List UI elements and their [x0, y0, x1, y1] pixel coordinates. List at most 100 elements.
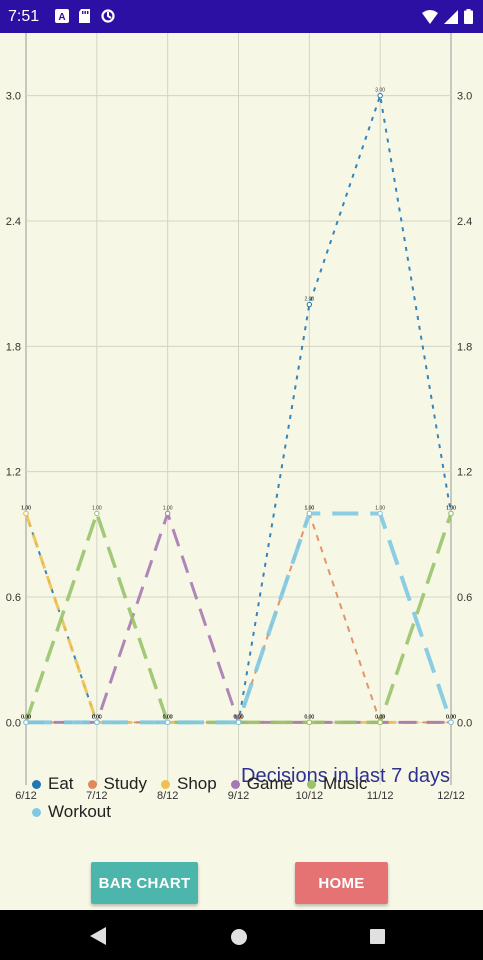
data-label: 1.00 [304, 505, 314, 511]
data-label: 0.00 [21, 714, 31, 720]
data-label: 1.00 [375, 505, 385, 511]
data-label: 1.00 [304, 505, 314, 511]
legend-swatch [87, 779, 97, 789]
data-label: 1.00 [163, 505, 173, 511]
data-point [377, 719, 383, 726]
data-label: 1.00 [21, 505, 31, 511]
data-point [94, 719, 100, 726]
data-label: 0.00 [92, 714, 102, 720]
home-button[interactable]: HOME [295, 862, 388, 904]
svg-text:A: A [58, 12, 65, 23]
x-tick-label: 11/12 [367, 790, 394, 802]
data-label: 0.00 [21, 714, 31, 720]
data-point [306, 301, 313, 308]
legend-swatch [230, 779, 240, 789]
legend-item-music: Music [307, 774, 367, 794]
x-tick-label: 6/12 [15, 790, 36, 802]
y-tick-label-left: 1.8 [6, 341, 21, 353]
data-label: 1.00 [446, 505, 456, 511]
data-point [94, 510, 100, 517]
back-icon[interactable] [90, 927, 106, 945]
legend-row: Workout [32, 798, 472, 826]
data-label: 0.00 [304, 714, 314, 720]
legend-swatch [161, 779, 171, 789]
data-label: 0.00 [234, 714, 244, 720]
data-label: 0.00 [92, 714, 102, 720]
data-label: 0.00 [163, 714, 173, 720]
data-label: 0.00 [21, 714, 31, 720]
y-tick-label-right: 3.0 [457, 91, 472, 103]
data-label: 0.00 [446, 714, 456, 720]
cell-signal-icon [444, 9, 458, 24]
data-point [377, 510, 383, 517]
y-tick-label-right: 1.8 [457, 341, 472, 353]
data-label: 0.00 [163, 714, 173, 720]
legend-swatch [32, 807, 41, 817]
data-label: 0.00 [446, 714, 456, 720]
data-label: 0.00 [234, 714, 244, 720]
data-point [164, 510, 171, 517]
data-label: 0.00 [375, 714, 385, 720]
legend-item-shop: Shop [161, 774, 217, 794]
x-tick-label: 12/12 [437, 790, 465, 802]
home-circle-icon[interactable] [231, 929, 247, 945]
data-label: 0.00 [234, 714, 244, 720]
data-label: 0.00 [234, 714, 244, 720]
legend-label: Eat [48, 774, 74, 793]
legend-item-workout: Workout [32, 802, 111, 822]
data-label: 0.00 [234, 714, 244, 720]
legend-item-game: Game [230, 774, 294, 794]
recent-apps-icon[interactable] [370, 929, 385, 944]
line-chart[interactable]: 0.0 0.0 0.6 0.6 1.2 1.2 1.8 1.8 2.4 2.4 3.0 3.0 6/12… [0, 33, 483, 853]
status-bar: 7:51 A [0, 0, 483, 33]
legend-item-study: Study [87, 774, 147, 794]
data-label: 0.00 [446, 714, 456, 720]
sync-icon [101, 9, 115, 23]
data-label: 0.00 [375, 714, 385, 720]
y-tick-label-left: 2.4 [6, 216, 21, 228]
navigation-bar [0, 910, 483, 960]
y-tick-label-right: 0.0 [457, 717, 472, 729]
y-tick-label-left: 0.0 [6, 717, 21, 729]
data-label: 0.00 [304, 714, 314, 720]
y-tick-label-right: 0.6 [457, 592, 472, 604]
data-point [23, 510, 29, 517]
data-point [377, 92, 383, 99]
x-tick-label: 9/12 [228, 790, 249, 802]
data-label: 0.00 [21, 714, 31, 720]
data-label: 0.00 [92, 714, 102, 720]
data-point [448, 719, 454, 726]
data-point [448, 510, 454, 517]
data-point [164, 719, 171, 726]
data-label: 0.00 [446, 714, 456, 720]
y-tick-label-left: 1.2 [6, 467, 21, 479]
chart-title: Decisions in last 7 days [241, 765, 450, 787]
line-chart-svg: 0.0 0.0 0.6 0.6 1.2 1.2 1.8 1.8 2.4 2.4 3.0 3.0 6/12… [6, 33, 472, 802]
data-label: 1.00 [21, 505, 31, 511]
data-point [23, 719, 29, 726]
x-tick-label: 7/12 [86, 790, 107, 802]
app-a-icon: A [55, 9, 69, 23]
legend-label: Music [323, 774, 368, 793]
legend-label: Shop [177, 774, 217, 793]
data-label: 1.00 [92, 505, 102, 511]
data-label: 0.00 [92, 714, 102, 720]
data-label: 1.00 [446, 505, 456, 511]
data-point [235, 719, 242, 726]
x-tick-label: 8/12 [157, 790, 178, 802]
sd-card-icon [79, 9, 90, 23]
data-label: 0.00 [234, 714, 244, 720]
legend-label: Game [246, 774, 294, 793]
legend-swatch [307, 779, 317, 789]
data-point [306, 510, 313, 517]
y-tick-label-right: 1.2 [457, 467, 472, 479]
wifi-icon [422, 9, 438, 24]
chart-legend: Eat Study Shop Game Music Workout [32, 770, 472, 826]
data-label: 0.00 [304, 714, 314, 720]
data-label: 0.00 [163, 714, 173, 720]
data-label: 0.00 [375, 714, 385, 720]
data-label: 0.00 [375, 714, 385, 720]
y-tick-label-left: 0.6 [6, 592, 21, 604]
bar-chart-button[interactable]: BAR CHART [91, 862, 198, 904]
x-tick-label: 10/12 [296, 790, 324, 802]
